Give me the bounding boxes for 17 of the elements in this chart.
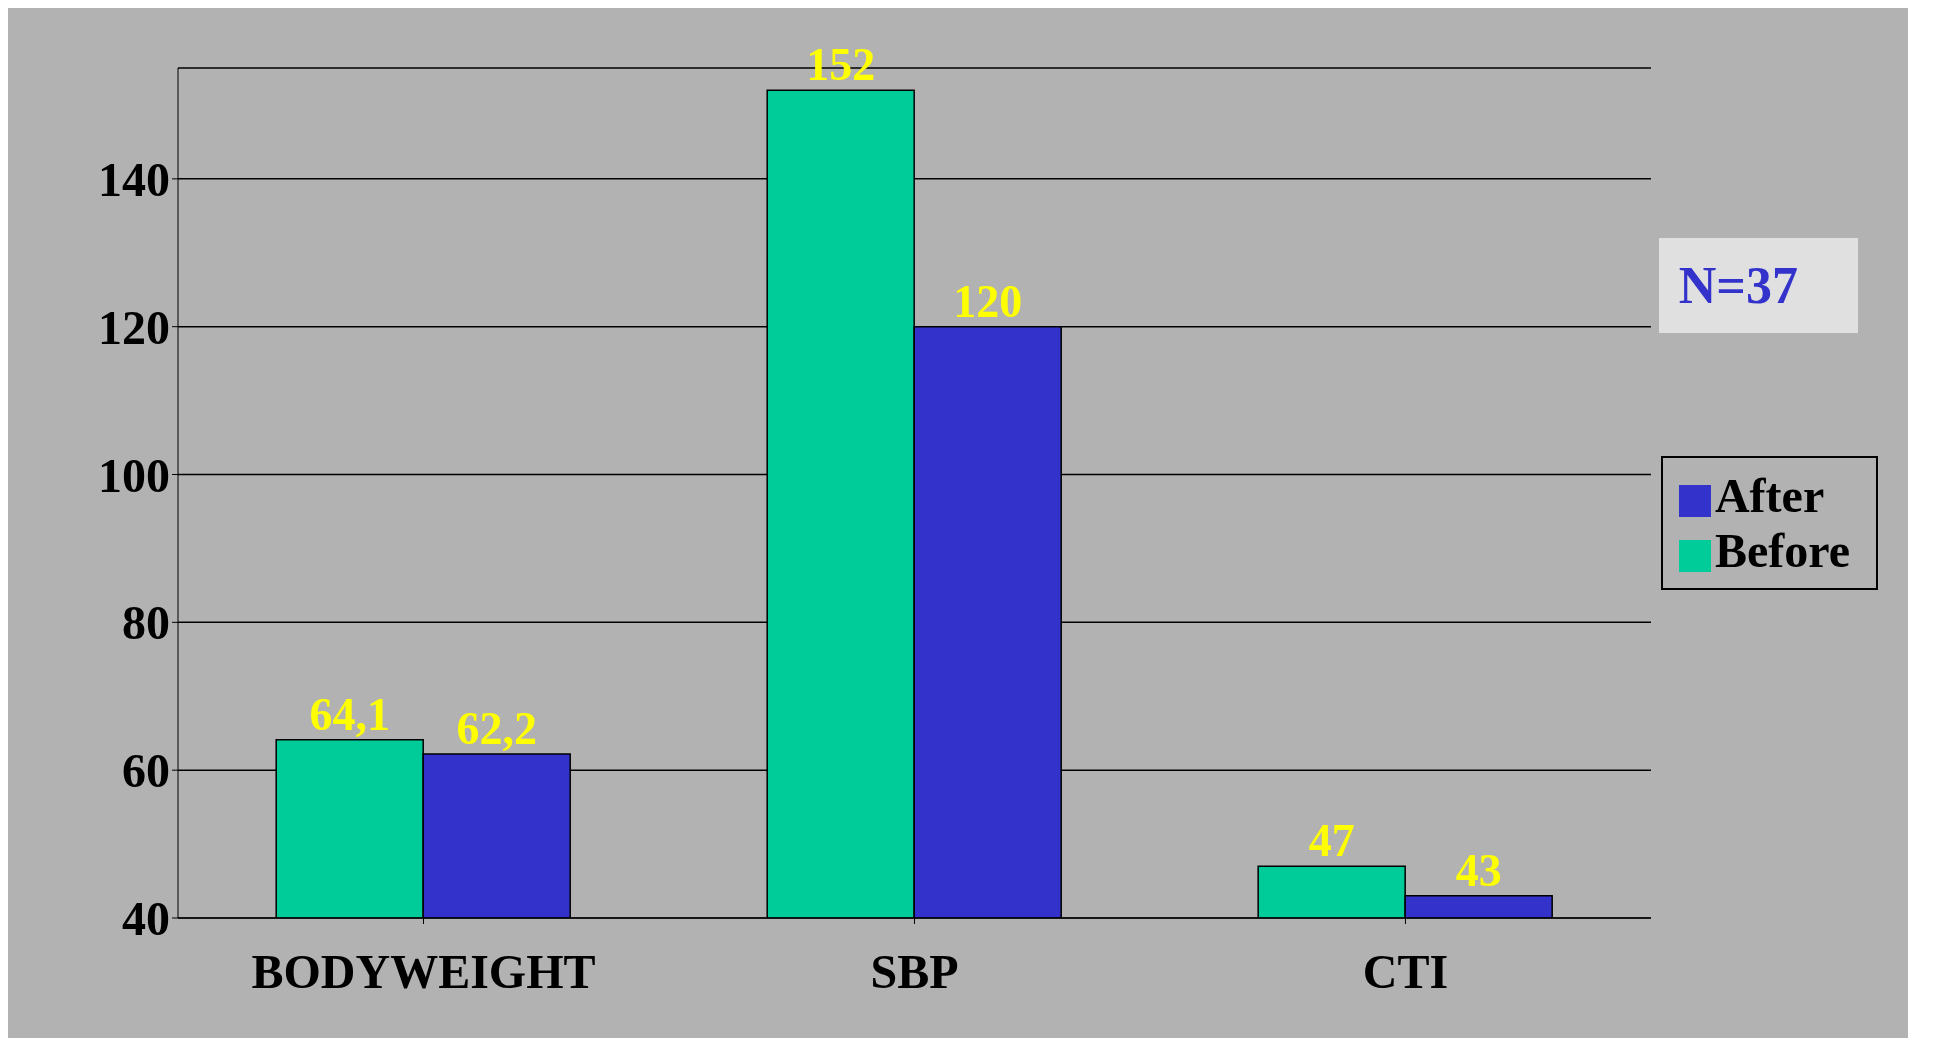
y-tick-label: 140 bbox=[98, 152, 170, 206]
x-tick-label: BODYWEIGHT bbox=[251, 945, 596, 999]
y-tick-label: 80 bbox=[122, 596, 170, 650]
data-label: 43 bbox=[1455, 844, 1502, 896]
y-tick-label: 100 bbox=[98, 448, 170, 502]
data-label: 47 bbox=[1308, 815, 1355, 867]
y-tick-label: 60 bbox=[122, 744, 170, 798]
x-tick-label: SBP bbox=[870, 945, 959, 999]
note-box: N=37 bbox=[1658, 238, 1858, 333]
legend-label: Before bbox=[1714, 524, 1850, 577]
data-label: 64,1 bbox=[309, 688, 390, 740]
y-tick-label: 120 bbox=[98, 300, 170, 354]
data-label: 120 bbox=[953, 275, 1023, 327]
legend-label: After bbox=[1714, 469, 1825, 522]
y-tick-label: 40 bbox=[122, 892, 170, 946]
data-label: 62,2 bbox=[456, 702, 537, 754]
x-tick-label: CTI bbox=[1362, 945, 1449, 999]
